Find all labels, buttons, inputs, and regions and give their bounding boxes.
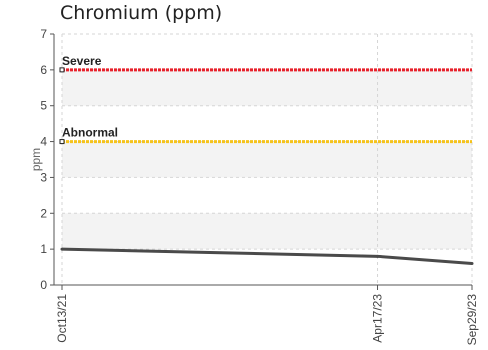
series-line <box>61 247 473 265</box>
x-tick-label: Apr17/23 <box>371 294 385 343</box>
threshold-marker <box>59 67 65 73</box>
y-tick-label: 3 <box>40 170 47 184</box>
grid-band <box>62 213 472 250</box>
y-tick-label: 0 <box>40 278 47 292</box>
y-axis-label: ppm <box>29 148 43 171</box>
y-tick-label: 5 <box>40 99 47 113</box>
x-tick-label: Sep29/23 <box>465 294 479 346</box>
data-point <box>60 247 64 251</box>
threshold-label-severe: Severe <box>62 54 102 68</box>
x-tick-label: Oct13/21 <box>55 294 69 343</box>
y-tick-label: 4 <box>40 135 47 149</box>
y-tick-label: 6 <box>40 63 47 77</box>
data-point <box>376 254 380 258</box>
chart-title: Chromium (ppm) <box>60 2 223 24</box>
data-point <box>470 261 474 265</box>
threshold-label-abnormal: Abnormal <box>62 126 118 140</box>
y-tick-label: 7 <box>40 27 47 41</box>
grid-band <box>62 69 472 106</box>
threshold-marker <box>59 139 65 145</box>
y-tick-label: 1 <box>40 242 47 256</box>
grid-band <box>62 141 472 178</box>
y-tick-label: 2 <box>40 206 47 220</box>
